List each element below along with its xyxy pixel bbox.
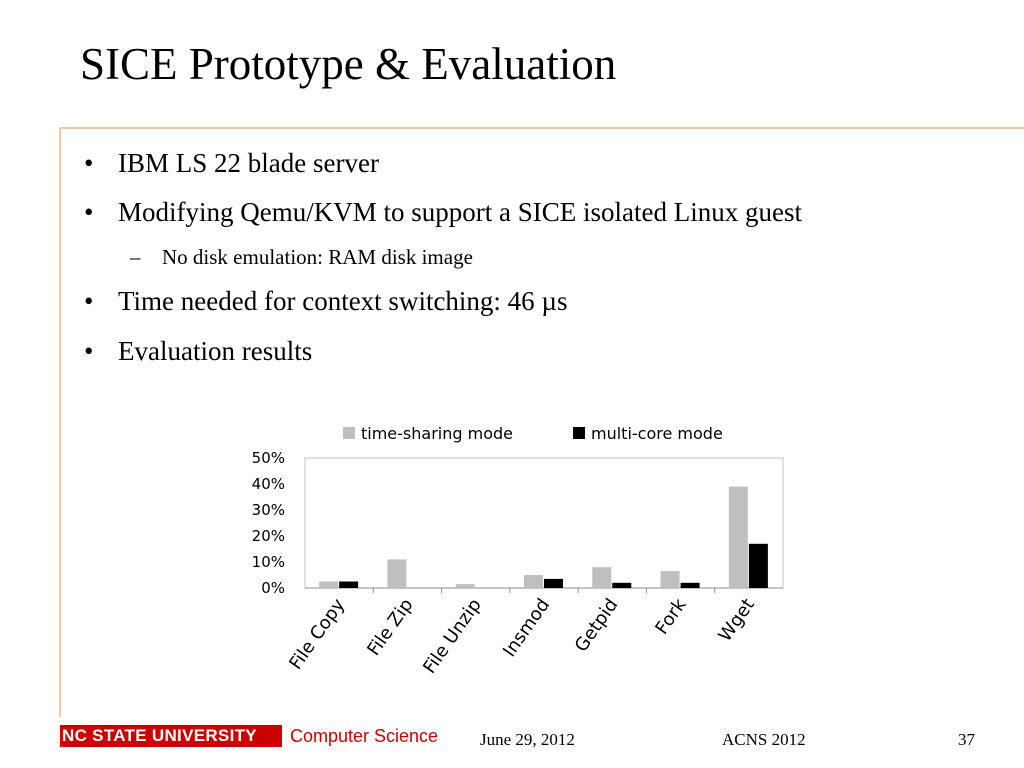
bullet-marker: • <box>84 197 94 227</box>
bullet-text: IBM LS 22 blade server <box>118 148 379 178</box>
legend-label: time-sharing mode <box>361 424 513 443</box>
x-tick-label: Getpid <box>571 595 623 656</box>
y-tick-label: 20% <box>252 527 285 545</box>
university-logo: NC STATE UNIVERSITY <box>60 725 282 747</box>
bullet-marker: • <box>84 148 94 178</box>
x-tick-label: Insmod <box>499 595 554 661</box>
bullet-marker: • <box>84 336 94 366</box>
legend-swatch <box>573 427 585 439</box>
frame-left-rule <box>59 127 61 717</box>
sub-bullet-marker: – <box>130 245 141 269</box>
bar <box>612 582 632 588</box>
slide-title: SICE Prototype & Evaluation <box>80 39 617 89</box>
y-tick-label: 50% <box>252 449 285 467</box>
y-tick-label: 10% <box>252 553 285 571</box>
bar <box>728 486 748 588</box>
y-tick-label: 30% <box>252 501 285 519</box>
legend-swatch <box>343 427 355 439</box>
bullet-text: Modifying Qemu/KVM to support a SICE iso… <box>118 197 802 227</box>
bar <box>455 584 475 588</box>
bullet-text: Time needed for context switching: 46 µs <box>118 286 568 316</box>
footer-date: June 29, 2012 <box>480 730 575 749</box>
frame-top-rule <box>61 127 1024 129</box>
x-tick-label: File Zip <box>363 595 417 660</box>
bar <box>319 581 339 588</box>
bar <box>339 581 359 588</box>
page-number: 37 <box>958 730 975 749</box>
bar <box>524 575 543 588</box>
bar <box>544 578 563 588</box>
sub-bullet-text: No disk emulation: RAM disk image <box>162 245 473 269</box>
x-tick-label: Fork <box>651 594 691 638</box>
footer-conference: ACNS 2012 <box>722 730 806 749</box>
bar <box>592 567 612 588</box>
legend-label: multi-core mode <box>591 424 723 443</box>
x-tick-label: File Unzip <box>419 595 486 678</box>
bullet-marker: • <box>84 286 94 316</box>
y-tick-label: 0% <box>261 579 285 597</box>
bar <box>387 559 407 588</box>
bar <box>748 543 768 588</box>
x-tick-label: Wget <box>715 595 759 646</box>
bar <box>680 582 700 588</box>
department-label: Computer Science <box>290 726 439 746</box>
bullet-text: Evaluation results <box>118 336 313 366</box>
y-tick-label: 40% <box>252 475 285 493</box>
bar <box>660 571 680 588</box>
plot-area <box>304 457 784 589</box>
evaluation-bar-chart: 0% 10% 20% 30% 40% 50% File Copy File Zip File U… <box>252 424 784 678</box>
x-tick-label: File Copy <box>285 595 349 674</box>
